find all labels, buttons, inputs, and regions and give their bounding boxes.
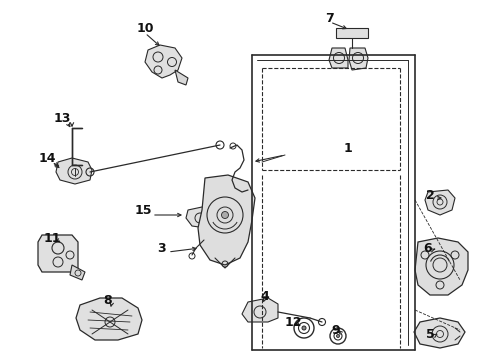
Polygon shape: [328, 48, 347, 68]
Polygon shape: [145, 45, 182, 78]
Polygon shape: [38, 235, 78, 272]
Polygon shape: [56, 158, 92, 184]
Text: 2: 2: [425, 189, 433, 202]
Polygon shape: [76, 298, 142, 340]
Text: 11: 11: [43, 231, 61, 244]
Text: 13: 13: [53, 112, 71, 125]
Text: 8: 8: [103, 293, 112, 306]
Polygon shape: [335, 28, 367, 38]
Circle shape: [336, 334, 339, 338]
Text: 3: 3: [157, 242, 166, 255]
Polygon shape: [175, 70, 187, 85]
Text: 14: 14: [38, 152, 56, 165]
Text: 4: 4: [260, 289, 269, 302]
Text: 9: 9: [331, 324, 340, 337]
Polygon shape: [348, 48, 367, 70]
Polygon shape: [414, 238, 467, 295]
Polygon shape: [185, 207, 214, 228]
Text: 5: 5: [425, 328, 433, 342]
Circle shape: [302, 326, 305, 330]
Polygon shape: [413, 318, 464, 348]
Polygon shape: [242, 298, 278, 322]
Text: 6: 6: [423, 242, 431, 255]
Polygon shape: [70, 265, 85, 280]
Text: 15: 15: [134, 203, 151, 216]
Text: 12: 12: [284, 315, 301, 328]
Circle shape: [221, 212, 228, 219]
Polygon shape: [424, 190, 454, 215]
Text: 10: 10: [136, 22, 153, 35]
Polygon shape: [198, 175, 254, 265]
Text: 1: 1: [343, 141, 352, 154]
Text: 7: 7: [325, 12, 334, 24]
